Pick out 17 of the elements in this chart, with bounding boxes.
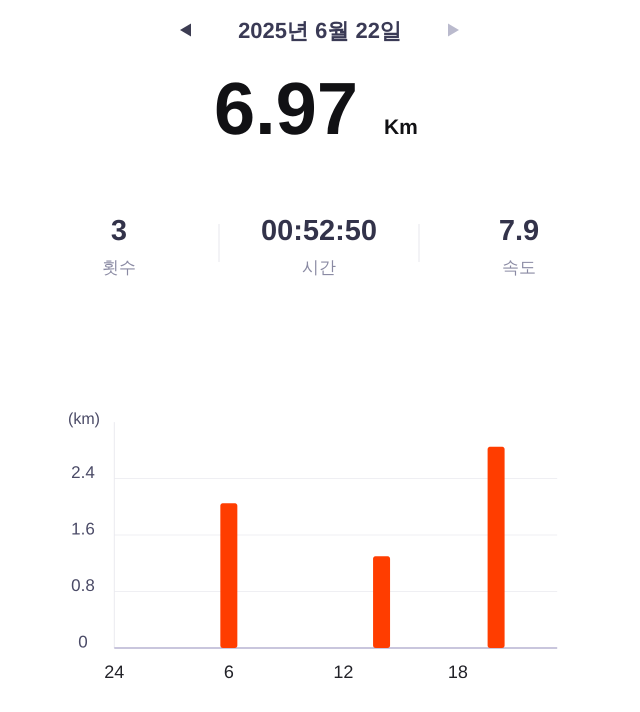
x-tick-label: 12 bbox=[333, 662, 354, 682]
x-tick-label: 24 bbox=[104, 662, 124, 682]
category-label: 시간 bbox=[302, 258, 336, 277]
y-tick-label: 2.4 bbox=[71, 463, 95, 482]
text: 7.9 bbox=[498, 215, 540, 247]
text: 3 bbox=[110, 215, 128, 247]
y-tick-label: 0 bbox=[78, 632, 88, 652]
category-label: 횟수 bbox=[102, 258, 136, 277]
text: 00:52:50 bbox=[260, 215, 378, 247]
y-tick-label: 1.6 bbox=[71, 520, 95, 539]
category-label: 속도 bbox=[502, 258, 536, 277]
y-tick-label: 0.8 bbox=[71, 576, 95, 596]
text: 2025년 6월 22일 bbox=[238, 18, 402, 43]
x-tick-label: 18 bbox=[448, 662, 468, 682]
y-axis-title: (km) bbox=[68, 411, 100, 428]
x-tick-label: 6 bbox=[224, 662, 234, 682]
text: 6.97 Km bbox=[214, 67, 418, 150]
